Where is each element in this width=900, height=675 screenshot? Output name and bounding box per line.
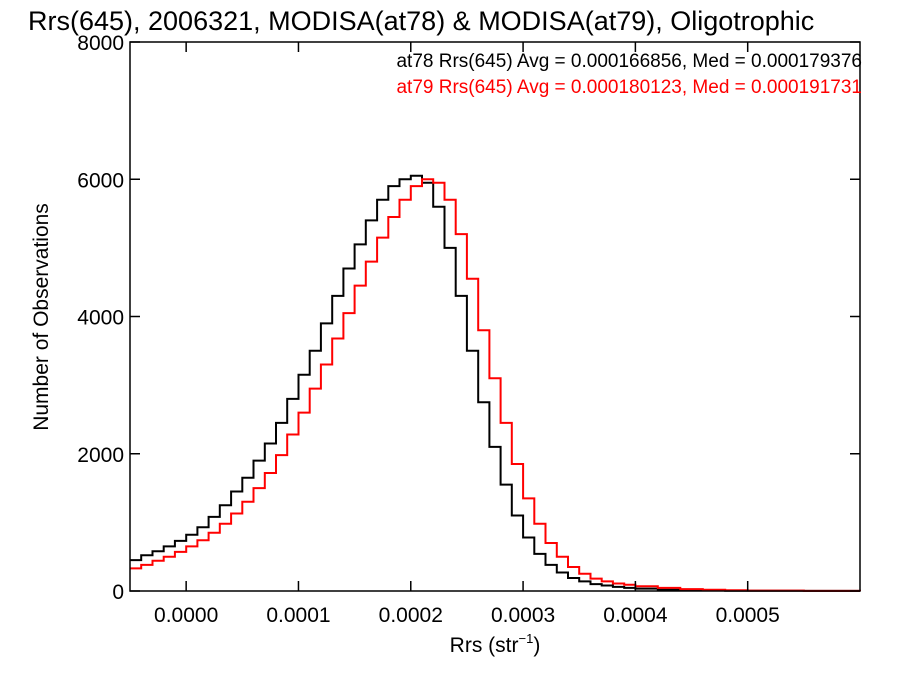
x-axis-label: Rrs (str−1) [450,631,541,657]
x-axis-ticks: 0.0000 0.0001 0.0002 0.0003 0.0004 0.0005 [154,42,780,627]
y-tick-label: 4000 [77,307,124,330]
legend-entry-at79: at79 Rrs(645) Avg = 0.000180123, Med = 0… [396,77,862,98]
y-tick-label: 0 [112,581,124,604]
y-tick-label: 8000 [77,32,124,55]
x-tick-label: 0.0000 [154,604,218,627]
x-tick-label: 0.0003 [491,604,555,627]
y-axis-label: Number of Observations [30,203,53,431]
legend-entry-at78: at78 Rrs(645) Avg = 0.000166856, Med = 0… [396,51,862,72]
x-axis-label-close: ) [533,634,540,657]
x-tick-label: 0.0004 [603,604,668,627]
x-axis-label-superscript: −1 [519,631,534,646]
y-axis-ticks: 0 2000 4000 6000 8000 [77,32,860,604]
chart-title: Rrs(645), 2006321, MODISA(at78) & MODISA… [28,6,814,36]
x-tick-label: 0.0001 [266,604,330,627]
series-lines [130,174,861,592]
x-tick-label: 0.0002 [379,604,443,627]
x-tick-label: 0.0005 [716,604,780,627]
plot-frame [129,41,861,592]
y-tick-label: 6000 [77,169,124,192]
series-line-at78 [130,174,861,592]
series-line-at79 [130,178,861,592]
x-axis-label-main: Rrs (str [450,634,519,657]
y-tick-label: 2000 [77,444,124,467]
